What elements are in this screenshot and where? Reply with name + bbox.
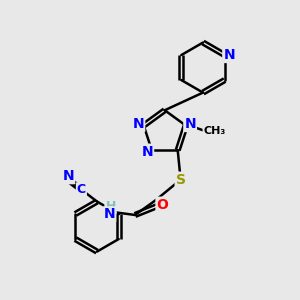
- Text: S: S: [176, 172, 186, 187]
- Text: N: N: [63, 169, 74, 183]
- Text: H: H: [105, 200, 116, 213]
- Text: N: N: [142, 145, 153, 159]
- Text: N: N: [223, 48, 235, 62]
- Text: N: N: [184, 117, 196, 131]
- Text: N: N: [133, 117, 144, 131]
- Text: N: N: [103, 207, 115, 221]
- Text: C: C: [77, 183, 86, 196]
- Text: CH₃: CH₃: [203, 126, 226, 136]
- Text: O: O: [157, 198, 168, 212]
